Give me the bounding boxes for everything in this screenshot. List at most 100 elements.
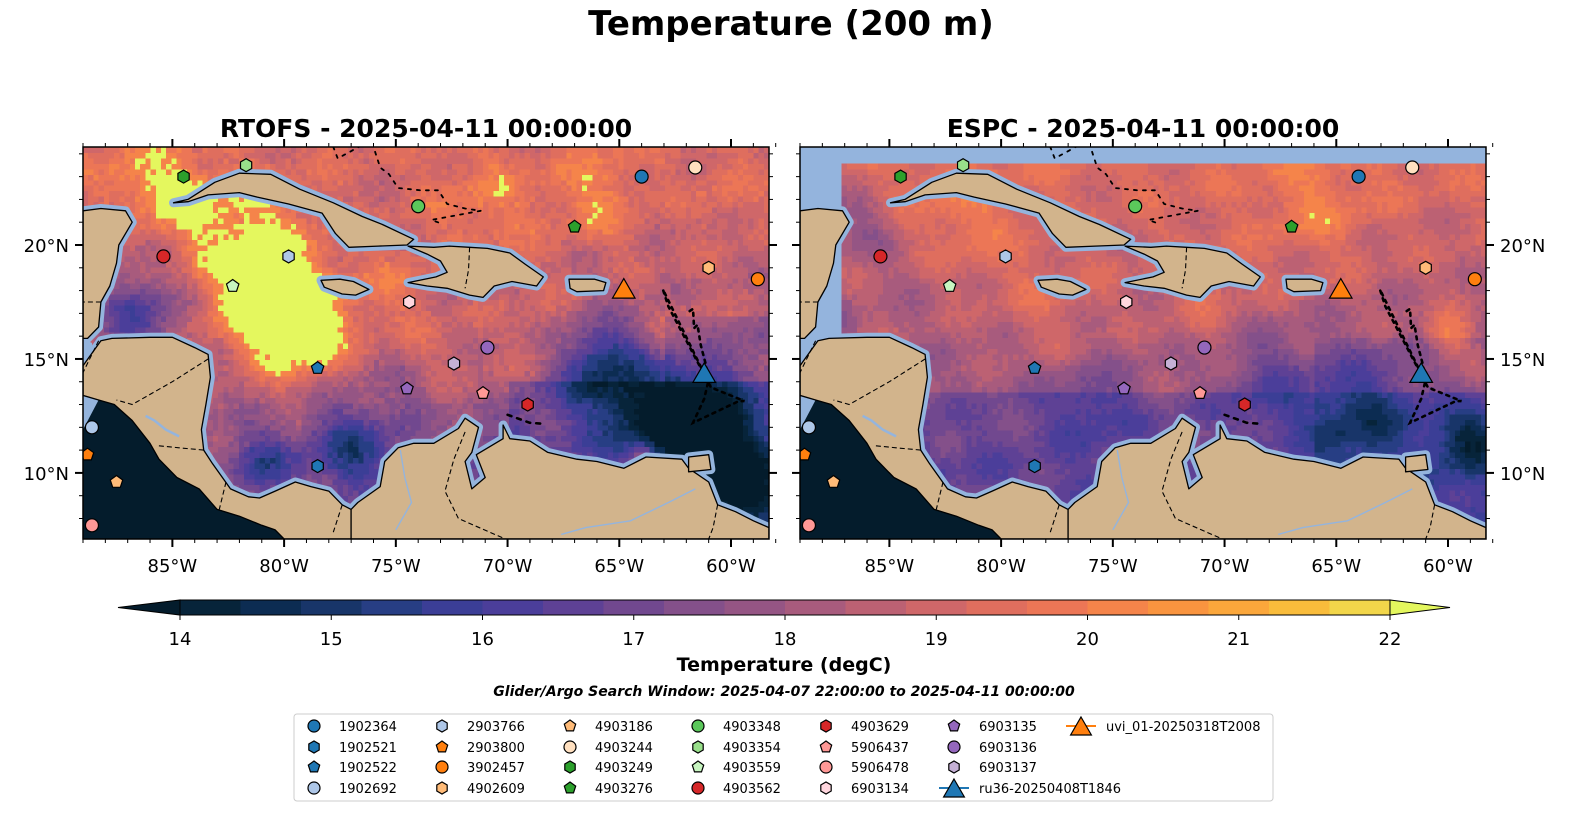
field-cell bbox=[753, 451, 760, 458]
field-cell bbox=[233, 408, 240, 415]
field-cell bbox=[275, 381, 282, 388]
field-cell bbox=[550, 435, 557, 442]
field-cell bbox=[685, 446, 692, 453]
field-cell bbox=[628, 441, 635, 448]
field-cell bbox=[493, 337, 500, 344]
field-cell bbox=[348, 353, 354, 360]
field-cell bbox=[259, 392, 266, 399]
field-cell bbox=[306, 451, 313, 458]
field-cell bbox=[394, 408, 401, 415]
field-cell bbox=[280, 392, 287, 399]
field-cell bbox=[633, 397, 640, 404]
field-cell bbox=[685, 370, 692, 377]
field-cell bbox=[514, 413, 521, 420]
field-cell bbox=[488, 381, 495, 388]
field-cell bbox=[415, 337, 422, 344]
field-cell bbox=[571, 419, 578, 426]
field-cell bbox=[763, 506, 769, 513]
field-cell bbox=[290, 402, 297, 409]
field-cell bbox=[285, 441, 292, 448]
field-cell bbox=[280, 375, 287, 382]
field-cell bbox=[633, 353, 640, 360]
field-cell bbox=[457, 343, 463, 350]
field-cell bbox=[285, 408, 292, 415]
field-cell bbox=[545, 332, 552, 339]
field-cell bbox=[514, 337, 521, 344]
field-cell bbox=[254, 451, 261, 458]
field-cell bbox=[576, 424, 583, 431]
field-cell bbox=[249, 375, 256, 382]
field-cell bbox=[743, 430, 749, 437]
field-cell bbox=[514, 353, 521, 360]
field-cell bbox=[581, 353, 588, 360]
field-cell bbox=[212, 353, 219, 360]
field-cell bbox=[732, 490, 739, 497]
field-cell bbox=[233, 343, 240, 350]
field-cell bbox=[680, 402, 687, 409]
field-cell bbox=[763, 435, 769, 442]
field-cell bbox=[623, 413, 630, 420]
field-cell bbox=[342, 332, 349, 339]
field-cell bbox=[732, 435, 739, 442]
field-cell bbox=[400, 375, 406, 382]
field-cell bbox=[311, 343, 318, 350]
field-cell bbox=[753, 386, 760, 393]
field-cell bbox=[753, 441, 760, 448]
field-cell bbox=[519, 353, 526, 360]
field-cell bbox=[275, 446, 282, 453]
field-cell bbox=[368, 473, 375, 480]
field-cell bbox=[644, 435, 651, 442]
field-cell bbox=[696, 348, 703, 355]
field-cell bbox=[228, 343, 235, 350]
field-cell bbox=[249, 353, 256, 360]
field-cell bbox=[748, 441, 755, 448]
field-cell bbox=[384, 381, 391, 388]
field-cell bbox=[670, 413, 677, 420]
field-cell bbox=[259, 451, 266, 458]
field-cell bbox=[374, 337, 380, 344]
field-cell bbox=[436, 359, 443, 366]
field-cell bbox=[337, 430, 344, 437]
field-cell bbox=[249, 435, 256, 442]
field-cell bbox=[519, 419, 526, 426]
field-cell bbox=[758, 402, 765, 409]
field-cell bbox=[737, 348, 744, 355]
field-cell bbox=[259, 462, 266, 469]
field-cell bbox=[363, 381, 370, 388]
field-cell bbox=[727, 348, 734, 355]
field-cell bbox=[420, 337, 427, 344]
field-cell bbox=[529, 419, 536, 426]
field-cell bbox=[451, 397, 458, 404]
field-cell bbox=[685, 441, 692, 448]
field-cell bbox=[654, 446, 661, 453]
field-cell bbox=[228, 451, 235, 458]
field-cell bbox=[763, 392, 769, 399]
field-cell bbox=[426, 424, 432, 431]
field-cell bbox=[524, 386, 531, 393]
field-cell bbox=[348, 392, 354, 399]
field-cell bbox=[374, 353, 380, 360]
field-cell bbox=[290, 413, 297, 420]
field-cell bbox=[436, 337, 443, 344]
field-cell bbox=[259, 343, 266, 350]
field-cell bbox=[322, 402, 328, 409]
field-cell bbox=[244, 462, 250, 469]
field-cell bbox=[665, 353, 671, 360]
field-cell bbox=[659, 446, 666, 453]
field-cell bbox=[212, 375, 219, 382]
field-cell bbox=[358, 457, 365, 464]
field-cell bbox=[524, 370, 531, 377]
field-cell bbox=[727, 468, 734, 475]
field-cell bbox=[311, 473, 318, 480]
field-cell bbox=[722, 424, 729, 431]
field-cell bbox=[342, 386, 349, 393]
field-cell bbox=[316, 430, 323, 437]
field-cell bbox=[244, 473, 250, 480]
field-cell bbox=[384, 435, 391, 442]
field-cell bbox=[223, 392, 230, 399]
field-cell bbox=[275, 479, 282, 486]
field-cell bbox=[732, 359, 739, 366]
field-cell bbox=[348, 348, 354, 355]
field-cell bbox=[290, 435, 297, 442]
